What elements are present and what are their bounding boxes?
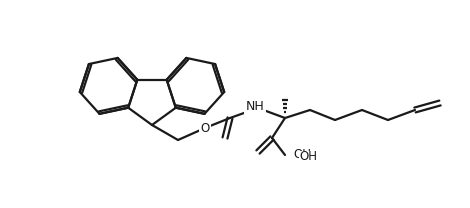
Text: NH: NH: [246, 99, 264, 113]
Text: OH: OH: [299, 151, 317, 163]
Text: OH: OH: [293, 149, 311, 161]
Text: O: O: [200, 121, 210, 135]
Text: O: O: [200, 121, 210, 135]
Text: NH: NH: [246, 99, 264, 111]
